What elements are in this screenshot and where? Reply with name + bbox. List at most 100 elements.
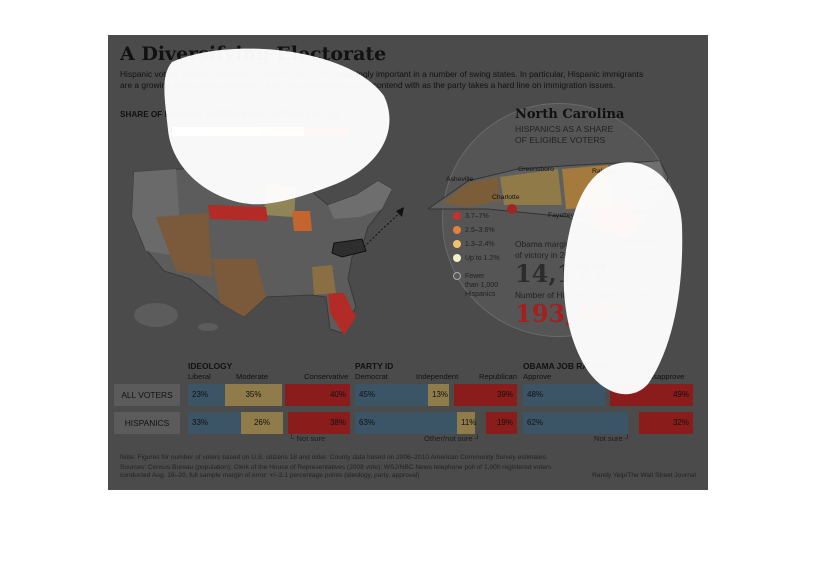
not-sure-text-ideology: Not sure — [296, 434, 326, 443]
bar-segment-moderate-all-voters: 35% — [225, 384, 282, 406]
highlight-state-1 — [208, 205, 268, 221]
southwest-region — [156, 213, 212, 277]
subtitle-line-2: are a growing share of the electorate—a … — [120, 80, 616, 90]
seg-header-disapprove: Disapprove — [646, 372, 685, 381]
nc-legend-dot-fewer — [453, 272, 461, 280]
city-label-jacksonville: Jacksonville — [632, 208, 669, 215]
highlight-state-2 — [292, 211, 312, 231]
nc-legend-item-fewer: Fewer — [453, 272, 484, 280]
nc-legend-item-3: 1.3–2.4% — [453, 240, 495, 248]
nc-title: North Carolina — [515, 107, 625, 122]
nc-legend-dot-2 — [453, 226, 461, 234]
legend-swatch-1 — [172, 127, 216, 136]
nc-legend-label-2: 2.5–3.6% — [465, 226, 495, 234]
seg-header-conservative: Conservative — [304, 372, 349, 381]
us-legend-title: SHARE OF HISPANIC VOTERS BORN OUTSIDE TH… — [120, 110, 341, 119]
nc-legend-dot-4 — [453, 254, 461, 262]
nc-legend-dot-3 — [453, 240, 461, 248]
margin-label-line-2: of victory in 2008 — [515, 250, 579, 260]
bar-segment-liberal-hispanics: 33% — [188, 412, 241, 434]
footer-sources-2: conducted Aug. 16–20, full sample margin… — [120, 472, 420, 479]
bar-segment-disapprove-all-voters: 49% — [610, 384, 693, 406]
bar-segment-republican-hispanics: 19% — [486, 412, 517, 434]
legend-swatch-3 — [260, 127, 304, 136]
nc-west-counties — [442, 177, 500, 207]
north-carolina-state — [331, 238, 367, 258]
bar-segment-democrat-all-voters: 45% — [355, 384, 428, 406]
connector-arrowhead — [396, 207, 404, 217]
city-label-greenville: Greenville — [638, 184, 669, 191]
bar-segment-disapprove-hispanics: 32% — [639, 412, 693, 434]
seg-header-moderate: Moderate — [236, 372, 269, 381]
not-sure-label-approval: Not sure ┘ — [594, 434, 631, 443]
page-title: A Diversifying Electorate — [120, 43, 387, 65]
nc-legend-item-1: 3.7–7% — [453, 212, 489, 220]
nc-subtitle-line-1: HISPANICS AS A SHARE — [515, 124, 614, 134]
footer-sources-1: Sources: Census Bureau (population); Cle… — [120, 464, 552, 471]
eligible-value: 193,487 — [515, 299, 624, 328]
infographic-panel: A Diversifying Electorate Hispanic voter… — [108, 35, 708, 490]
not-sure-text-approval: Not sure — [594, 434, 623, 443]
seg-header-approve: Approve — [523, 372, 552, 381]
group-title-approval: OBAMA JOB RATING — [523, 361, 608, 371]
bar-segment-independent-hispanics: 11% — [457, 412, 476, 434]
nc-legend-fewer-1: Fewer — [465, 272, 485, 280]
nc-piedmont-counties — [500, 169, 562, 205]
bar-segment-approve-hispanics: 62% — [523, 412, 628, 434]
bar-segment-independent-all-voters: 13% — [428, 384, 449, 406]
bar-segment-conservative-all-voters: 40% — [285, 384, 350, 406]
legend-swatch-4 — [304, 127, 348, 136]
bar-segment-republican-all-voters: 39% — [454, 384, 517, 406]
seg-header-independent: Independent — [416, 372, 459, 381]
bar-segment-conservative-hispanics: 38% — [288, 412, 350, 434]
city-label-raleigh: Raleigh — [592, 168, 616, 175]
seg-header-liberal: Liberal — [188, 372, 211, 381]
midwest-region — [264, 183, 296, 217]
city-label-charlotte: Charlotte — [492, 194, 520, 201]
legend-swatch-2 — [216, 127, 260, 136]
group-title-ideology: IDEOLOGY — [188, 361, 233, 371]
not-sure-text-party: Other/not sure — [424, 434, 473, 443]
not-sure-label-party: Other/not sure ┘ — [424, 434, 481, 443]
nc-legend-dot-1 — [453, 212, 461, 220]
city-label-greensboro: Greensboro — [518, 166, 554, 173]
nc-legend-label-3: 1.3–2.4% — [465, 240, 495, 248]
northeast-region — [328, 181, 392, 219]
us-map — [131, 166, 404, 335]
georgia-region — [312, 265, 336, 295]
nc-legend-label-4: Up to 1.2% — [465, 254, 500, 262]
subtitle-line-1: Hispanic voters, reliably Democratic in … — [120, 69, 644, 79]
city-label-asheville: Asheville — [446, 176, 474, 183]
footer-credit: Randy Yeip/The Wall Street Journal — [592, 472, 696, 479]
bar-segment-liberal-all-voters: 23% — [188, 384, 225, 406]
nc-legend-item-2: 2.5–3.6% — [453, 226, 495, 234]
legend-label-2: 21 to 25% — [219, 138, 252, 147]
footer-note: Note: Figures for number of voters based… — [120, 454, 548, 461]
legend-label-1: Up to 20% — [174, 138, 208, 147]
nc-subtitle-line-2: OF ELIGIBLE VOTERS — [515, 135, 606, 145]
legend-label-3: 26 to 30% — [263, 138, 296, 147]
alaska-shape — [134, 303, 178, 327]
bar-segment-approve-all-voters: 48% — [523, 384, 605, 406]
not-sure-label-ideology: └ Not sure — [289, 434, 326, 443]
nc-legend-item-4: Up to 1.2% — [453, 254, 500, 262]
legend-label-4: More than 30% — [307, 138, 356, 147]
nc-legend-label-1: 3.7–7% — [465, 212, 489, 220]
hawaii-shape — [198, 323, 218, 331]
margin-value: 14,177 — [515, 259, 607, 288]
seg-header-democrat: Democrat — [355, 372, 388, 381]
bar-segment-moderate-hispanics: 26% — [241, 412, 283, 434]
nc-charlotte-county — [507, 204, 517, 214]
row-label-hispanics: HISPANICS — [114, 412, 180, 434]
nc-legend-fewer-2: than 1,000 — [465, 282, 499, 289]
city-label-fayetteville: Fayetteville — [548, 212, 583, 219]
florida-state — [328, 293, 356, 335]
row-label-all-voters: ALL VOTERS — [114, 384, 180, 406]
nc-legend-fewer-3: Hispanics — [465, 291, 496, 298]
margin-label-line-1: Obama margin — [515, 239, 571, 249]
texas-region — [212, 259, 266, 317]
bar-segment-democrat-hispanics: 63% — [355, 412, 457, 434]
seg-header-republican: Republican — [479, 372, 517, 381]
city-label-wilmington: Wilmington — [622, 239, 656, 246]
group-title-party: PARTY ID — [355, 361, 394, 371]
